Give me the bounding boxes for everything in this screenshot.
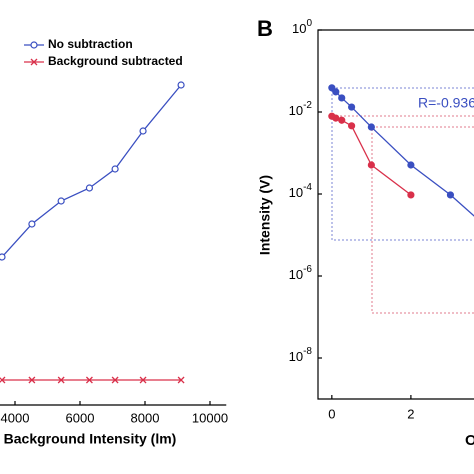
marker — [111, 376, 119, 384]
tick-exponent: -2 — [303, 100, 312, 111]
tick-base: 10 — [289, 267, 303, 282]
marker — [407, 191, 415, 199]
marker — [0, 376, 6, 384]
marker — [139, 127, 147, 135]
marker — [57, 197, 65, 205]
marker — [332, 114, 340, 122]
legend-marker — [30, 41, 38, 49]
x-tick-label: 4000 — [1, 410, 30, 425]
legend-label: No subtraction — [48, 37, 133, 51]
legend-marker — [30, 58, 38, 66]
x-tick-label: 8000 — [131, 410, 160, 425]
legend-box — [22, 36, 214, 72]
x-tick-label: 6000 — [66, 410, 95, 425]
marker — [348, 103, 356, 111]
line — [1, 84, 182, 258]
marker — [177, 81, 185, 89]
marker — [338, 94, 346, 102]
marker — [139, 376, 147, 384]
marker — [332, 88, 340, 96]
y-tick-label: 10-2 — [289, 100, 313, 119]
marker — [85, 184, 94, 192]
marker — [85, 376, 93, 384]
x-axis-label: Background Intensity (lm) — [4, 431, 177, 447]
tick-base: 10 — [292, 21, 306, 36]
tick-exponent: 0 — [306, 18, 312, 29]
panel-label: B — [257, 16, 273, 41]
marker — [446, 191, 455, 199]
legend-label: Background subtracted — [48, 54, 183, 68]
tick-base: 10 — [289, 349, 303, 364]
guide-lines — [331, 87, 474, 314]
annotation: R=-0.936 — [418, 95, 474, 111]
frame — [317, 29, 474, 400]
x-tick-label: 10000 — [192, 410, 228, 425]
marker — [177, 376, 185, 384]
marker — [0, 253, 6, 261]
y-tick-label: 10-6 — [289, 264, 313, 283]
marker — [28, 220, 36, 228]
tick-base: 10 — [289, 185, 303, 200]
marker — [367, 161, 375, 169]
y-tick-label: 10-8 — [289, 346, 313, 365]
tick-exponent: -4 — [303, 182, 312, 193]
marker — [338, 116, 346, 124]
tick-base: 10 — [289, 103, 303, 118]
marker — [28, 376, 36, 384]
tick-exponent: -6 — [303, 264, 312, 275]
y-axis-label: Intensity (V) — [257, 175, 273, 255]
y-tick-label: 10-4 — [289, 182, 313, 201]
marker — [111, 165, 119, 173]
marker — [348, 122, 356, 130]
y-tick-label: 100 — [292, 18, 312, 37]
x-tick-label: 2 — [407, 406, 414, 421]
marker — [367, 123, 375, 131]
x-axis-label: OD — [465, 432, 474, 449]
marker — [57, 376, 65, 384]
x-tick-label: 0 — [328, 406, 335, 421]
marker — [407, 161, 415, 169]
tick-exponent: -8 — [303, 346, 312, 357]
